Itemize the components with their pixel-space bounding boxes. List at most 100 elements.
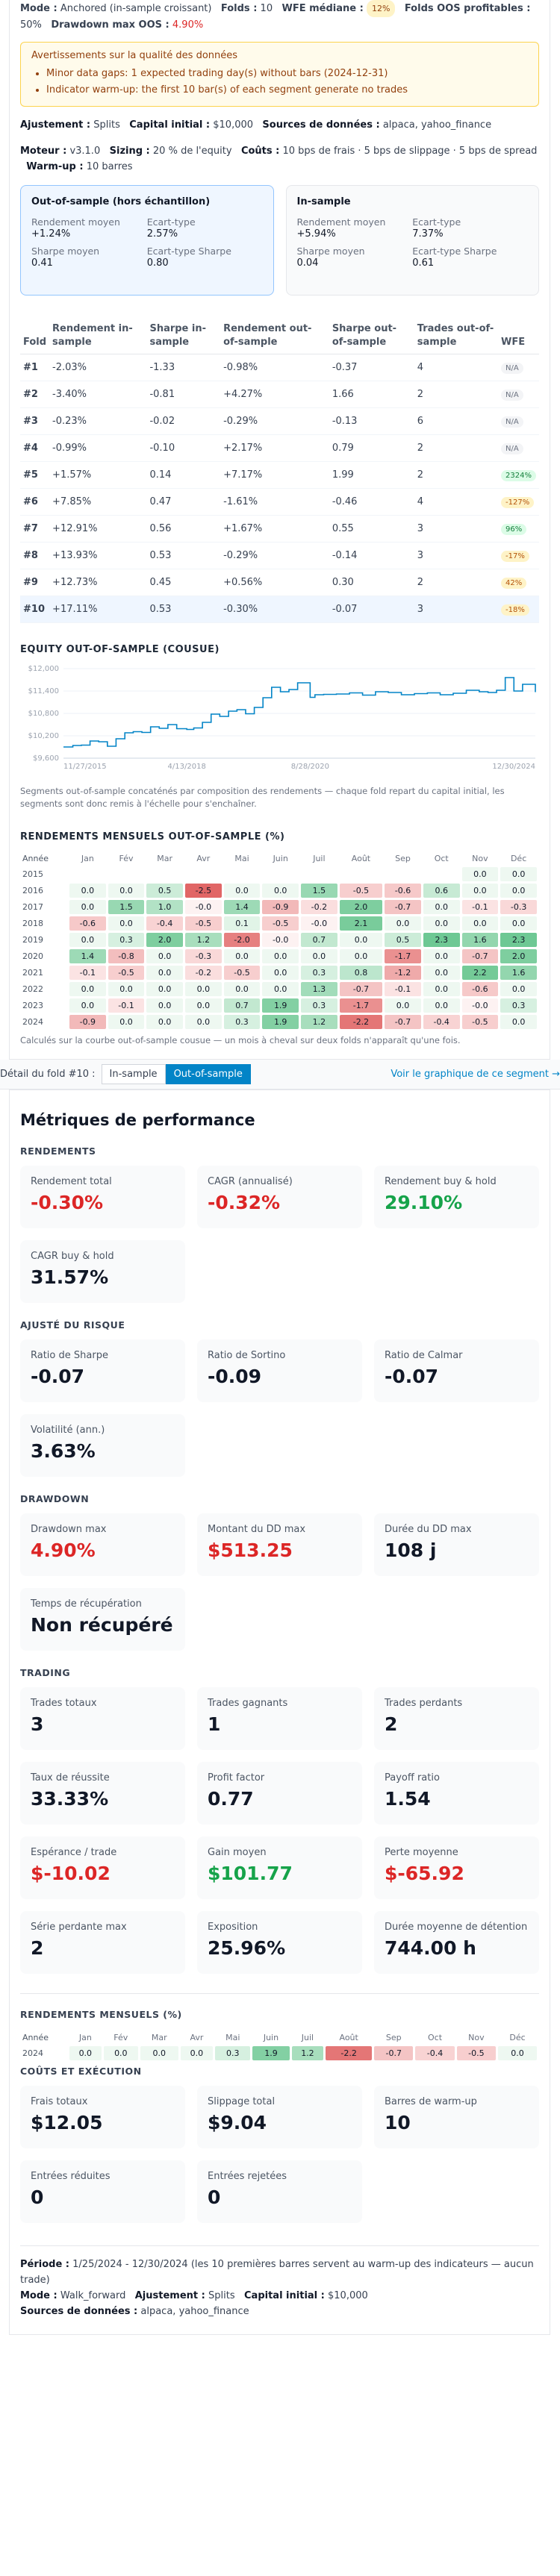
month-cell: 0.0 — [461, 867, 499, 881]
month-header: Année — [22, 854, 49, 863]
month-header: Sep — [385, 2033, 402, 2042]
month-cell: 0.0 — [223, 949, 261, 963]
month-header: Déc — [509, 2033, 526, 2042]
fold-cell-is-sharpe: -0.10 — [146, 434, 221, 462]
metric-label: Rendement total — [31, 1176, 112, 1187]
month-cell: 2.3 — [500, 933, 537, 947]
metric-group-title: TRADING — [20, 1667, 71, 1678]
cost-card: Barres de warm-up 10 — [374, 2086, 539, 2148]
fold-cell-fold: #5 — [20, 461, 50, 489]
month-cell: 1.9 — [252, 2046, 290, 2060]
fold-row[interactable]: #3 -0.23% -0.02 -0.29% -0.13 6 N/A — [20, 407, 539, 435]
stat-label: Sharpe moyen — [31, 246, 100, 257]
month-cell: -0.6 — [69, 916, 106, 931]
x-tick-label: 4/13/2018 — [168, 763, 206, 771]
sources-label: Sources de données : — [262, 119, 380, 131]
equity-note: Segments out-of-sample concaténés par co… — [20, 786, 505, 809]
fold-row[interactable]: #1 -2.03% -1.33 -0.98% -0.37 4 N/A — [20, 354, 539, 381]
month-cell: -2.2 — [326, 2046, 373, 2060]
capital-value: $10,000 — [213, 119, 254, 131]
metric-label: Entrées réduites — [31, 2171, 111, 2182]
folds-table: Fold Rendement in-sample Sharpe in-sample R… — [20, 318, 539, 623]
mode-label: Mode : — [20, 2290, 57, 2301]
month-cell: 0.0 — [180, 2046, 214, 2060]
metric-label: Perte moyenne — [385, 1847, 458, 1858]
fold-cell-trades: 6 — [414, 407, 498, 435]
fold-row[interactable]: #6 +7.85% 0.47 -1.61% -0.46 4 -127% — [20, 488, 539, 516]
fold-detail-bar: Détail du fold #10 : In-sample Out-of-sa… — [0, 1060, 560, 1090]
month-cell: 1.4 — [223, 900, 261, 914]
metric-value: 2 — [385, 1713, 398, 1735]
tab-in-sample[interactable]: In-sample — [101, 1064, 166, 1084]
stat-value: +5.94% — [296, 228, 336, 240]
view-segment-chart-link[interactable]: Voir le graphique de ce segment → — [391, 1069, 560, 1080]
metric-card: Taux de réussite 33.33% — [20, 1762, 185, 1825]
month-cell — [262, 867, 299, 881]
metric-group-title: AJUSTÉ DU RISQUE — [20, 1319, 125, 1331]
tab-out-of-sample[interactable]: Out-of-sample — [165, 1064, 251, 1084]
equity-chart-title: EQUITY OUT-OF-SAMPLE (COUSUE) — [20, 644, 220, 655]
metric-label: CAGR (annualisé) — [208, 1176, 293, 1187]
month-header: Juil — [301, 2033, 314, 2042]
month-cell: 0.0 — [500, 982, 537, 996]
wfe-badge: 96% — [501, 523, 527, 535]
metric-label: Ratio de Sharpe — [31, 1350, 108, 1361]
fold-cell-trades: 2 — [414, 434, 498, 462]
fold-cell-trades: 3 — [414, 515, 498, 543]
month-cell — [301, 867, 337, 881]
folds-header: Trades out-of-sample — [414, 318, 498, 354]
fold-cell-oos-sharpe: 0.30 — [329, 569, 414, 596]
month-cell: 0.0 — [69, 982, 106, 996]
month-cell: 2.2 — [461, 966, 499, 980]
fold-row[interactable]: #5 +1.57% 0.14 +7.17% 1.99 2 2324% — [20, 461, 539, 489]
costs-grid: Frais totaux $12.05 Slippage total $9.04 Bar… — [20, 2086, 539, 2223]
month-cell: 0.0 — [339, 933, 383, 947]
month-cell — [185, 867, 222, 881]
folds-header: Sharpe out-of-sample — [329, 318, 414, 354]
monthly-row: 2020 1.4 -0.8 0.0 -0.3 0.0 0.0 0.0 0.0 -1.7 0.0 -0.… — [22, 949, 537, 963]
metric-value: 0.77 — [208, 1788, 254, 1810]
month-cell: -2.2 — [339, 1015, 383, 1029]
stat-value: 7.37% — [412, 228, 444, 240]
adjustment-label: Ajustement : — [20, 119, 91, 131]
stat-value: 0.80 — [146, 257, 169, 269]
month-cell: -0.4 — [415, 2046, 455, 2060]
fold-cell-wfe: 2324% — [498, 461, 539, 489]
y-tick-label: $9,600 — [33, 754, 59, 763]
month-cell: 0.0 — [69, 900, 106, 914]
month-cell: -0.7 — [385, 900, 421, 914]
monthly-row: 2023 0.0 -0.1 0.0 0.0 0.7 1.9 0.3 -1.7 0.0 0.0 -0.0… — [22, 998, 537, 1013]
fold-cell-is-ret: -2.03% — [49, 354, 147, 381]
month-header: Oct — [434, 854, 449, 863]
warnings-title: Avertissements sur la qualité des donnée… — [31, 50, 238, 61]
fold-row[interactable]: #4 -0.99% -0.10 +2.17% 0.79 2 N/A — [20, 434, 539, 462]
metric-card: Perte moyenne $-65.92 — [374, 1836, 539, 1899]
month-header: Mar — [157, 854, 173, 863]
metric-label: Espérance / trade — [31, 1847, 117, 1858]
fold-row[interactable]: #7 +12.91% 0.56 +1.67% 0.55 3 96% — [20, 515, 539, 543]
adjustment-value: Splits — [208, 2290, 235, 2301]
stat-label: Rendement moyen — [296, 216, 386, 228]
fold-row[interactable]: #10 +17.11% 0.53 -0.30% -0.07 3 -18% — [20, 595, 539, 623]
month-cell: 0.0 — [108, 1015, 145, 1029]
metric-value: -0.09 — [208, 1366, 262, 1387]
metric-label: Temps de récupération — [31, 1598, 142, 1610]
month-cell: 0.0 — [223, 982, 261, 996]
cost-card: Frais totaux $12.05 — [20, 2086, 185, 2148]
fold-cell-trades: 2 — [414, 381, 498, 408]
fold-cell-is-ret: +12.73% — [49, 569, 147, 596]
month-header: Mar — [151, 2033, 167, 2042]
fold-row[interactable]: #8 +13.93% 0.53 -0.29% -0.14 3 -17% — [20, 542, 539, 569]
month-header: Avr — [196, 854, 211, 863]
adjustment-label: Ajustement : — [134, 2290, 205, 2301]
month-cell: 0.0 — [146, 998, 184, 1013]
fold-cell-oos-ret: +2.17% — [220, 434, 329, 462]
stat-value: 0.61 — [412, 257, 435, 269]
config-line-2: Moteur : v3.1.0 Sizing : 20 % de l'equit… — [20, 143, 539, 175]
fold-row[interactable]: #9 +12.73% 0.45 +0.56% 0.30 2 42% — [20, 569, 539, 596]
costs-title: COÛTS ET EXÉCUTION — [20, 2066, 142, 2077]
month-cell: 0.0 — [423, 966, 460, 980]
metric-value: -0.30% — [31, 1192, 104, 1213]
month-cell: 0.0 — [108, 884, 145, 898]
fold-row[interactable]: #2 -3.40% -0.81 +4.27% 1.66 2 N/A — [20, 381, 539, 408]
